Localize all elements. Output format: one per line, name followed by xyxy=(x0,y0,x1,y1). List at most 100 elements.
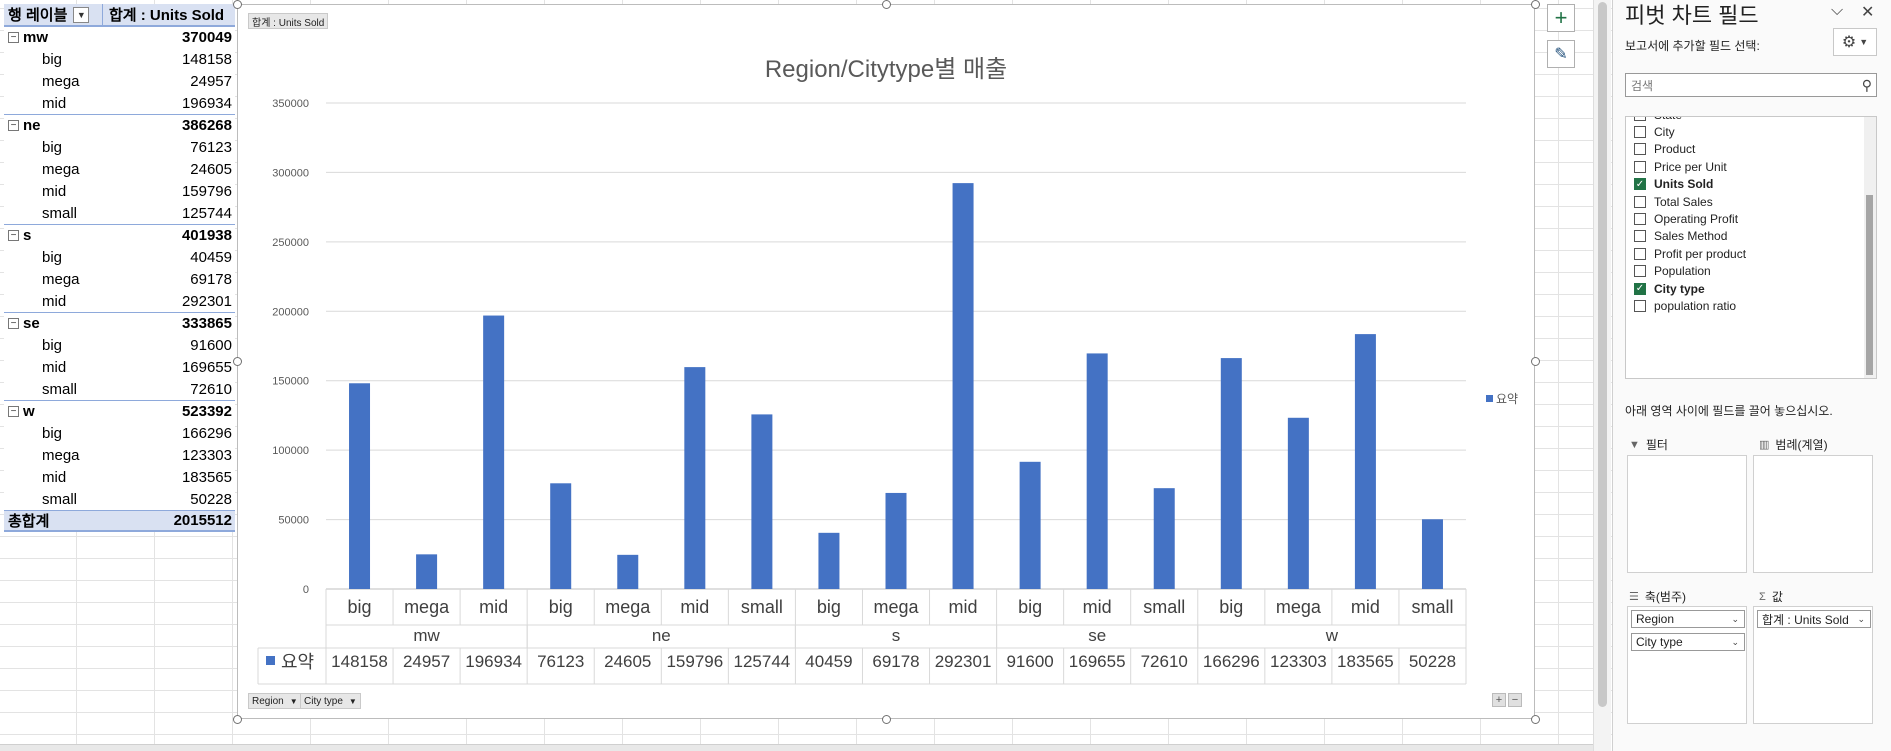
filter-drop-area[interactable] xyxy=(1627,455,1747,573)
pivot-item-row[interactable]: mega 69178 xyxy=(4,268,235,290)
pane-options-chevron-icon[interactable]: ⌵ xyxy=(1831,2,1844,19)
pane-layout-gear-icon[interactable]: ⚙ ▼ xyxy=(1833,28,1877,56)
data-table-value: 125744 xyxy=(734,652,791,671)
pivot-item-row[interactable]: mid 169655 xyxy=(4,356,235,378)
collapse-minus-icon[interactable]: − xyxy=(8,32,19,43)
region-label: − ne xyxy=(4,117,182,134)
expand-field-button[interactable]: + xyxy=(1492,693,1506,707)
pivot-item-row[interactable]: small 72610 xyxy=(4,378,235,400)
pivot-item-row[interactable]: mega 24605 xyxy=(4,158,235,180)
pivot-item-row[interactable]: big 148158 xyxy=(4,48,235,70)
resize-handle-left[interactable] xyxy=(233,357,242,366)
field-search-input[interactable]: 검색 ⚲ xyxy=(1625,73,1877,97)
resize-handle-bottom[interactable] xyxy=(882,715,891,724)
field-checkbox[interactable] xyxy=(1634,212,1646,225)
sheet-scroll-thumb[interactable] xyxy=(1598,2,1607,707)
chart-elements-plus-icon[interactable]: + xyxy=(1547,4,1575,32)
x-category-label: mid xyxy=(1351,597,1380,617)
axis-field-citytype[interactable]: City type ⌄ xyxy=(1631,633,1745,651)
sheet-vertical-scrollbar[interactable] xyxy=(1593,0,1611,751)
pivot-region-row-w[interactable]: − w 523392 xyxy=(4,400,235,422)
field-item[interactable]: Product xyxy=(1634,139,1695,160)
field-checkbox[interactable] xyxy=(1634,117,1646,121)
field-item[interactable]: ✓ City type xyxy=(1634,278,1705,299)
pivot-item-row[interactable]: mega 24957 xyxy=(4,70,235,92)
pane-close-icon[interactable]: ✕ xyxy=(1861,4,1875,21)
grand-total-row[interactable]: 총합계 2015512 xyxy=(4,510,235,532)
pivot-region-row-s[interactable]: − s 401938 xyxy=(4,224,235,246)
resize-handle-bottom-left[interactable] xyxy=(233,715,242,724)
pivot-item-row[interactable]: small 50228 xyxy=(4,488,235,510)
collapse-minus-icon[interactable]: − xyxy=(8,406,19,417)
axis-field-region[interactable]: Region ⌄ xyxy=(1631,610,1745,628)
field-item[interactable]: State xyxy=(1634,117,1682,125)
resize-handle-top[interactable] xyxy=(882,0,891,9)
field-item[interactable]: Sales Method xyxy=(1634,226,1727,247)
chart-value-field-button[interactable]: 합계 : Units Sold xyxy=(248,13,329,29)
pivot-item-row[interactable]: mega 123303 xyxy=(4,444,235,466)
field-item[interactable]: Total Sales xyxy=(1634,191,1713,212)
field-checkbox[interactable] xyxy=(1634,125,1646,138)
pivot-item-row[interactable]: mid 196934 xyxy=(4,92,235,114)
field-checkbox[interactable]: ✓ xyxy=(1634,282,1646,295)
collapse-minus-icon[interactable]: − xyxy=(8,230,19,241)
field-checkbox[interactable] xyxy=(1634,299,1646,312)
sheet-horizontal-scrollbar[interactable] xyxy=(0,744,1593,751)
field-item[interactable]: population ratio xyxy=(1634,295,1736,316)
field-item[interactable]: Profit per product xyxy=(1634,243,1746,264)
field-checkbox[interactable] xyxy=(1634,230,1646,243)
chart-title[interactable]: Region/Citytype별 매출 xyxy=(764,56,1008,83)
field-checkbox[interactable] xyxy=(1634,160,1646,173)
pivot-item-row[interactable]: big 91600 xyxy=(4,334,235,356)
field-list[interactable]: State City Product Price per Unit ✓ Units Sol… xyxy=(1625,116,1877,379)
pivot-item-row[interactable]: big 76123 xyxy=(4,136,235,158)
row-labels-header[interactable]: 행 레이블 ▼ xyxy=(4,3,103,26)
field-checkbox[interactable] xyxy=(1634,195,1646,208)
pivot-item-row[interactable]: big 40459 xyxy=(4,246,235,268)
x-category-label: mid xyxy=(949,597,978,617)
value-field-units-sold[interactable]: 합계 : Units Sold ⌄ xyxy=(1757,610,1871,628)
chart-styles-brush-icon[interactable]: ✎ xyxy=(1547,40,1575,68)
field-item[interactable]: ✓ Units Sold xyxy=(1634,174,1713,195)
pivot-region-row-se[interactable]: − se 333865 xyxy=(4,312,235,334)
pivot-item-row[interactable]: mid 183565 xyxy=(4,466,235,488)
axis-drop-area[interactable]: Region ⌄ City type ⌄ xyxy=(1627,606,1747,724)
pivot-region-row-mw[interactable]: − mw 370049 xyxy=(4,26,235,48)
pivot-item-row[interactable]: small 125744 xyxy=(4,202,235,224)
chart-region-field-button[interactable]: Region ▼ xyxy=(248,693,302,709)
chart-plot-area[interactable]: 0 50000 100000 150000 200000 250000 300000 3500… xyxy=(238,5,1536,720)
pivot-item-row[interactable]: mid 159796 xyxy=(4,180,235,202)
resize-handle-bottom-right[interactable] xyxy=(1531,715,1540,724)
field-item[interactable]: Population xyxy=(1634,261,1711,282)
axis-field-citytype-label: City type xyxy=(1636,635,1683,649)
collapse-minus-icon[interactable]: − xyxy=(8,120,19,131)
pivot-region-row-ne[interactable]: − ne 386268 xyxy=(4,114,235,136)
axis-field-region-label: Region xyxy=(1636,612,1675,626)
x-category-label: small xyxy=(1411,597,1453,617)
data-table-value: 24957 xyxy=(403,652,450,671)
resize-handle-right[interactable] xyxy=(1531,357,1540,366)
resize-handle-top-left[interactable] xyxy=(233,0,242,9)
chart-legend[interactable]: 요약 xyxy=(1486,390,1518,407)
field-checkbox[interactable] xyxy=(1634,143,1646,156)
resize-handle-top-right[interactable] xyxy=(1531,0,1540,9)
pivot-item-row[interactable]: mid 292301 xyxy=(4,290,235,312)
field-checkbox[interactable] xyxy=(1634,265,1646,278)
chart-citytype-field-button[interactable]: City type ▼ xyxy=(300,693,361,709)
value-header[interactable]: 합계 : Units Sold xyxy=(109,7,225,24)
field-list-scroll-thumb[interactable] xyxy=(1866,195,1873,375)
row-labels-filter-dropdown-icon[interactable]: ▼ xyxy=(73,6,90,23)
field-item[interactable]: Price per Unit xyxy=(1634,156,1727,177)
collapse-field-button[interactable]: − xyxy=(1508,693,1522,707)
pivot-item-row[interactable]: big 166296 xyxy=(4,422,235,444)
field-checkbox[interactable]: ✓ xyxy=(1634,178,1646,191)
collapse-minus-icon[interactable]: − xyxy=(8,318,19,329)
values-drop-area[interactable]: 합계 : Units Sold ⌄ xyxy=(1753,606,1873,724)
field-list-scrollbar[interactable] xyxy=(1864,117,1876,378)
legend-drop-area[interactable] xyxy=(1753,455,1873,573)
field-label: Units Sold xyxy=(1654,177,1714,192)
pivot-chart[interactable]: 합계 : Units Sold Region/Citytype별 매출 0 500… xyxy=(233,0,1540,724)
field-item[interactable]: Operating Profit xyxy=(1634,208,1738,229)
field-checkbox[interactable] xyxy=(1634,247,1646,260)
field-item[interactable]: City xyxy=(1634,121,1675,142)
